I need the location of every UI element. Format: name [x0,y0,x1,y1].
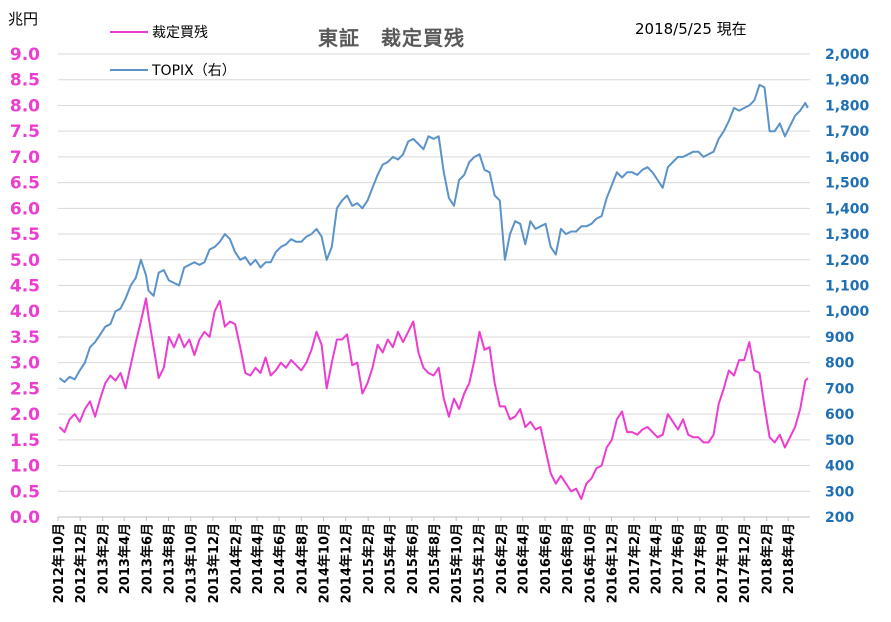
x-tick-label: 2013年4月 [117,523,133,594]
x-tick-label: 2014年6月 [272,523,288,594]
right-tick-label: 600 [825,407,854,423]
left-tick-label: 1.0 [10,457,40,477]
x-tick-label: 2016年12月 [604,523,620,603]
x-tick-label: 2015年2月 [361,523,377,594]
x-tick-label: 2015年6月 [405,523,421,594]
left-tick-label: 6.5 [10,174,40,194]
right-tick-label: 200 [825,510,854,526]
x-tick-label: 2015年10月 [449,523,465,603]
left-tick-label: 8.0 [10,96,40,116]
gridlines [58,53,810,518]
right-tick-label: 1,600 [825,150,870,166]
x-tick-label: 2017年2月 [627,523,643,594]
left-axis-unit: 兆円 [8,10,39,28]
x-tick-label: 2015年12月 [471,523,487,603]
right-tick-label: 1,500 [825,176,870,192]
x-tick-label: 2012年12月 [73,523,89,603]
legend-swatch-topix [110,69,148,71]
x-tick-label: 2016年8月 [560,523,576,594]
right-axis: 200 300 400 500 600 700 800 900 1,000 1,100 1,200 1… [825,47,870,526]
x-tick-label: 2017年10月 [715,523,731,603]
x-tick-label: 2016年4月 [516,523,532,594]
x-tick-label: 2013年10月 [184,523,200,603]
x-tick-label: 2014年2月 [228,523,244,594]
left-tick-label: 2.0 [10,405,40,425]
x-tick-label: 2014年10月 [316,523,332,603]
right-tick-label: 300 [825,484,854,500]
x-tick-label: 2014年4月 [250,523,266,594]
right-tick-label: 1,700 [825,124,870,140]
left-tick-label: 0.5 [10,482,40,502]
left-tick-label: 7.0 [10,148,40,168]
x-tick-label: 2014年8月 [294,523,310,594]
x-tick-label: 2013年12月 [206,523,222,603]
legend-item-topix: TOPIX（右） [110,60,236,80]
left-axis: 0.0 0.5 1.0 1.5 2.0 2.5 3.0 3.5 4.0 4.5 5.0 5.5 6.0 6… [10,45,40,528]
right-tick-label: 1,900 [825,73,870,89]
left-tick-label: 5.5 [10,225,40,245]
right-tick-label: 2,000 [825,47,870,63]
right-tick-label: 900 [825,330,854,346]
x-tick-label: 2014年12月 [339,523,355,603]
left-tick-label: 7.5 [10,122,40,142]
x-tick-label: 2017年4月 [648,523,664,594]
x-tick-label: 2016年2月 [494,523,510,594]
series-line-topix [58,83,809,383]
chart-title: 東証 裁定買残 [318,26,465,50]
x-tick-label: 2012年10月 [51,523,67,603]
x-tick-label: 2015年4月 [383,523,399,594]
left-tick-label: 3.0 [10,354,40,374]
x-tick-label: 2013年8月 [162,523,178,594]
legend-label-topix: TOPIX（右） [152,63,236,79]
right-tick-label: 1,300 [825,227,870,243]
left-tick-label: 2.5 [10,379,40,399]
right-tick-label: 1,800 [825,98,870,114]
series-lines [58,83,809,500]
left-tick-label: 4.0 [10,302,40,322]
x-tick-label: 2013年6月 [139,523,155,594]
left-tick-label: 5.0 [10,251,40,271]
right-tick-label: 1,000 [825,304,870,320]
x-tick-label: 2017年12月 [737,523,753,603]
legend-swatch-arbitrage [110,31,148,33]
left-tick-label: 8.5 [10,71,40,91]
x-tick-label: 2013年2月 [96,523,112,594]
x-tick-label: 2018年2月 [760,523,776,594]
x-tick-label: 2016年6月 [538,523,554,594]
right-tick-label: 700 [825,381,854,397]
x-tick-label: 2018年4月 [781,523,797,594]
x-tick-label: 2016年10月 [582,523,598,603]
left-tick-label: 3.5 [10,328,40,348]
left-tick-label: 9.0 [10,45,40,65]
legend-label-arbitrage: 裁定買残 [152,25,208,41]
right-tick-label: 1,100 [825,279,870,295]
series-line-arbitrage [58,297,809,500]
x-axis: 2012年10月 2012年12月 2013年2月 2013年4月 2013年6月 201… [51,516,810,603]
right-tick-label: 400 [825,459,854,475]
x-tick-label: 2017年8月 [693,523,709,594]
left-tick-label: 1.5 [10,431,40,451]
right-tick-label: 1,400 [825,201,870,217]
left-tick-label: 6.0 [10,199,40,219]
as-of-date: 2018/5/25 現在 [635,20,747,38]
right-tick-label: 800 [825,356,854,372]
left-tick-label: 4.5 [10,277,40,297]
x-tick-label: 2017年6月 [671,523,687,594]
right-tick-label: 1,200 [825,253,870,269]
right-tick-label: 500 [825,433,854,449]
x-tick-label: 2015年8月 [427,523,443,594]
legend-item-arbitrage: 裁定買残 [110,22,208,42]
left-tick-label: 0.0 [10,508,40,528]
